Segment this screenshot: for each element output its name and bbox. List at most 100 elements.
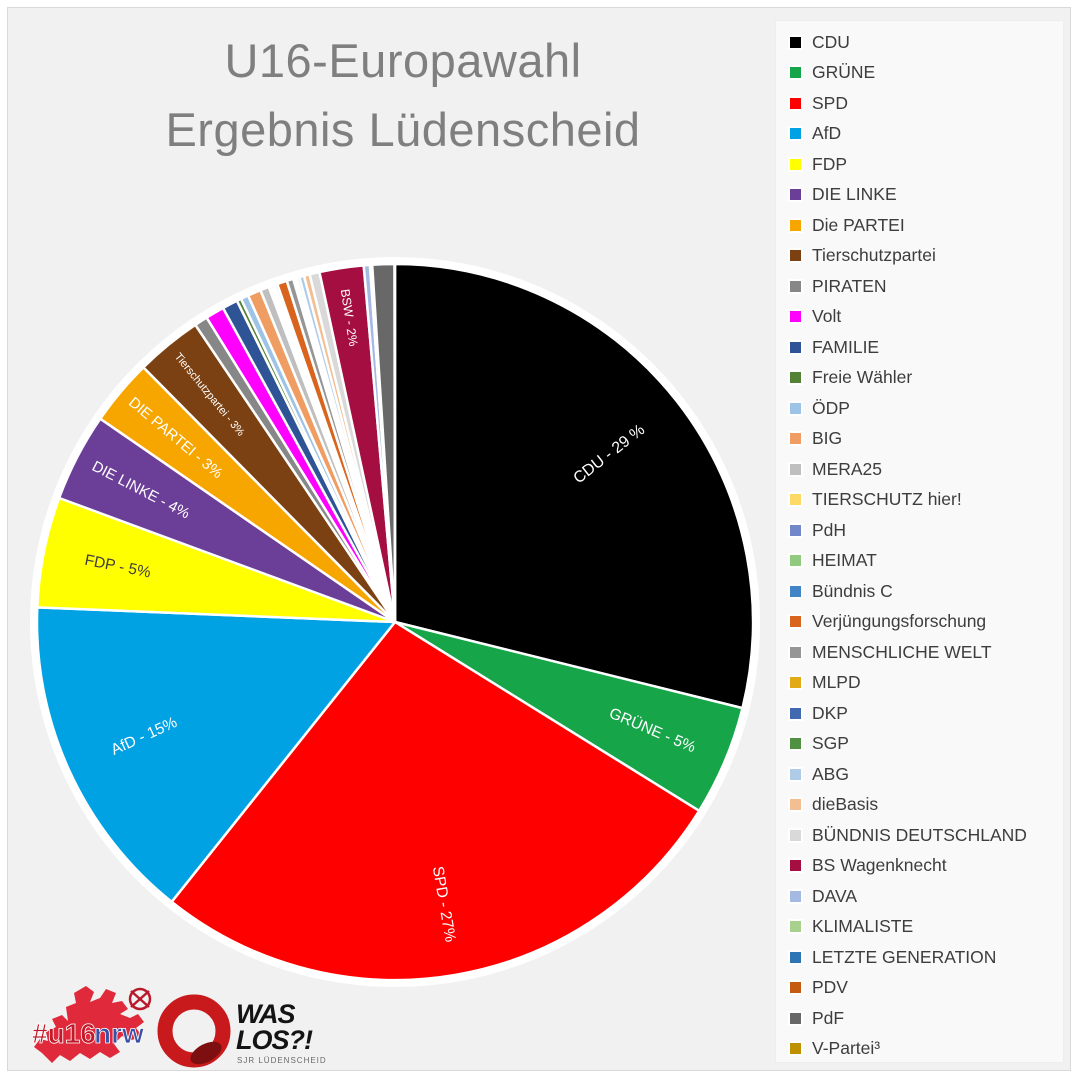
legend-item-fdp: FDP — [788, 149, 1063, 180]
legend-label: PDV — [812, 977, 848, 998]
europe-map-graphic — [34, 986, 144, 1063]
legend-swatch — [788, 858, 803, 874]
legend-item-volt: Volt — [788, 302, 1063, 333]
u16-logo-text-nrw: nrw — [94, 1018, 144, 1049]
legend-swatch — [788, 309, 803, 325]
legend-label: Freie Wähler — [812, 367, 913, 388]
legend-item-cdu: CDU — [788, 27, 1063, 58]
legend-item-mera25: MERA25 — [788, 454, 1063, 485]
legend-item-big: BIG — [788, 424, 1063, 455]
legend-swatch — [788, 980, 803, 996]
legend-item--dp: ÖDP — [788, 393, 1063, 424]
pie-slice-spd — [170, 620, 701, 982]
legend-label: MERA25 — [812, 458, 883, 479]
footer-logos: #u16 nrw WAS LOS?! SJR LÜDENSCHEID — [8, 963, 428, 1072]
legend-item-pdv: PDV — [788, 973, 1063, 1004]
legend-label: MENSCHLICHE WELT — [812, 641, 992, 662]
handshake-icon — [190, 1041, 222, 1065]
legend-label: BIG — [812, 428, 843, 449]
legend-label: Bündnis C — [812, 580, 893, 601]
pie-chart: CDU - 29 %GRÜNE - 5%SPD - 27%AfD - 15%FD… — [30, 257, 760, 987]
legend-panel: CDU GRÜNE SPD AfD FDP DIE LINKE Die PARTEI Tier… — [775, 20, 1064, 1063]
legend-item-freie-w-hler: Freie Wähler — [788, 363, 1063, 394]
legend-swatch — [788, 949, 803, 965]
legend-item-piraten: PIRATEN — [788, 271, 1063, 302]
legend-label: CDU — [812, 31, 850, 52]
legend-item-b-ndnis-c: Bündnis C — [788, 576, 1063, 607]
legend-swatch — [788, 278, 803, 294]
u16-logo-text-hash-u16: #u16 — [32, 1018, 96, 1049]
legend-swatch — [788, 217, 803, 233]
legend-swatch — [788, 919, 803, 935]
legend-swatch — [788, 553, 803, 569]
legend-swatch — [788, 431, 803, 447]
legend-swatch — [788, 156, 803, 172]
legend-item-klimaliste: KLIMALISTE — [788, 912, 1063, 943]
legend-item-afd: AfD — [788, 119, 1063, 150]
legend-item-tierschutz-hier-: TIERSCHUTZ hier! — [788, 485, 1063, 516]
legend-swatch — [788, 400, 803, 416]
legend-swatch — [788, 644, 803, 660]
legend-label: DAVA — [812, 885, 858, 906]
legend-swatch — [788, 1041, 803, 1057]
legend-label: FAMILIE — [812, 336, 880, 357]
legend-label: Die PARTEI — [812, 214, 905, 235]
legend-swatch — [788, 339, 803, 355]
legend-label: KLIMALISTE — [812, 916, 914, 937]
pie-chart-area: CDU - 29 % GRÜNE - 5% SPD - 27% AfD - 15% FD… — [15, 242, 775, 1002]
legend-item-pdh: PdH — [788, 515, 1063, 546]
legend-item-pdf: PdF — [788, 1003, 1063, 1034]
legend-label: ABG — [812, 763, 849, 784]
legend-label: HEIMAT — [812, 550, 877, 571]
u16nrw-logo: #u16 nrw — [32, 986, 152, 1063]
chart-title-line-2: Ergebnis Lüdenscheid — [165, 103, 641, 156]
legend-item-b-ndnis-deutschland: BÜNDNIS DEUTSCHLAND — [788, 820, 1063, 851]
legend-swatch — [788, 583, 803, 599]
legend-swatch — [788, 492, 803, 508]
waslos-logo: WAS LOS?! SJR LÜDENSCHEID — [157, 994, 326, 1068]
legend-swatch — [788, 736, 803, 752]
legend-label: SPD — [812, 92, 848, 113]
legend-item-die-partei: Die PARTEI — [788, 210, 1063, 241]
pie-slice-cdu — [393, 262, 755, 710]
legend-swatch — [788, 461, 803, 477]
legend-label: Verjüngungsforschung — [812, 611, 987, 632]
legend-swatch — [788, 1010, 803, 1026]
legend-label: PdH — [812, 519, 847, 540]
waslos-subtitle: SJR LÜDENSCHEID — [237, 1056, 326, 1065]
legend-swatch — [788, 95, 803, 111]
legend-label: V-Partei³ — [812, 1038, 881, 1059]
legend-swatch — [788, 766, 803, 782]
legend-swatch — [788, 126, 803, 142]
legend-item-heimat: HEIMAT — [788, 546, 1063, 577]
legend-label: DIE LINKE — [812, 184, 897, 205]
legend-label: Volt — [812, 306, 842, 327]
legend-swatch — [788, 675, 803, 691]
legend-label: Tierschutzpartei — [812, 245, 936, 266]
legend-label: TIERSCHUTZ hier! — [812, 489, 962, 510]
legend-item-sgp: SGP — [788, 729, 1063, 760]
legend-item-v-partei-: V-Partei³ — [788, 1034, 1063, 1063]
ballot-cross-x — [130, 990, 150, 1008]
legend-label: DKP — [812, 702, 848, 723]
legend-swatch — [788, 65, 803, 81]
legend-swatch — [788, 705, 803, 721]
legend-label: MLPD — [812, 672, 861, 693]
legend-item-gr-ne: GRÜNE — [788, 58, 1063, 89]
legend-swatch — [788, 797, 803, 813]
waslos-text-line2: LOS?! — [236, 1025, 313, 1055]
legend-label: GRÜNE — [812, 62, 876, 83]
infographic-background: U16-Europawahl Ergebnis Lüdenscheid CDU … — [7, 7, 1071, 1071]
legend-swatch — [788, 187, 803, 203]
legend-item-letzte-generation: LETZTE GENERATION — [788, 942, 1063, 973]
legend-label: LETZTE GENERATION — [812, 946, 997, 967]
legend-label: PdF — [812, 1007, 845, 1028]
legend-swatch — [788, 614, 803, 630]
legend-item-dkp: DKP — [788, 698, 1063, 729]
pie-slice-afd — [35, 606, 397, 904]
legend-label: BÜNDNIS DEUTSCHLAND — [812, 824, 1027, 845]
legend-item-familie: FAMILIE — [788, 332, 1063, 363]
legend-swatch — [788, 827, 803, 843]
chart-title-line-1: U16-Europawahl — [224, 34, 582, 87]
